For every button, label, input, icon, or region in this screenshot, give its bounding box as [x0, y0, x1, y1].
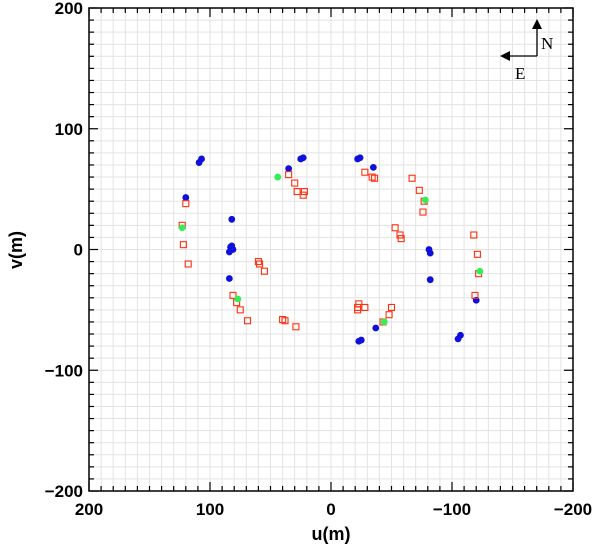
compass-east-arrowhead-icon — [500, 51, 510, 61]
x-tick-label: 0 — [326, 500, 335, 519]
data-point-square — [291, 179, 299, 187]
data-point-circle — [454, 335, 462, 343]
data-point-square — [281, 317, 289, 325]
compass-north-arrowhead-icon — [532, 19, 542, 29]
data-point-circle — [285, 165, 293, 172]
data-point-square — [256, 260, 264, 268]
data-markers — [178, 154, 484, 345]
y-tick-label: 100 — [55, 120, 83, 139]
data-point-square — [361, 303, 369, 312]
data-point-square — [229, 291, 237, 299]
data-point-circle — [178, 224, 186, 232]
data-point-square — [385, 311, 393, 319]
data-point-square — [179, 241, 187, 249]
data-point-circle — [476, 267, 484, 275]
data-point-circle — [229, 246, 237, 253]
x-tick-label: −200 — [554, 500, 592, 519]
data-point-square — [293, 187, 301, 196]
data-point-square — [354, 306, 362, 314]
data-point-circle — [228, 215, 236, 223]
data-point-circle — [354, 155, 362, 163]
data-point-square — [396, 231, 404, 239]
data-point-circle — [234, 295, 242, 303]
data-point-circle — [182, 194, 190, 201]
data-point-square — [292, 323, 300, 331]
data-point-circle — [472, 296, 480, 304]
data-point-circle — [421, 196, 429, 204]
data-point-circle — [225, 275, 233, 282]
data-point-circle — [274, 173, 282, 181]
data-point-square — [279, 315, 287, 324]
data-point-square — [184, 260, 192, 268]
data-point-square — [285, 171, 293, 179]
data-point-square — [391, 224, 399, 232]
x-tick-label: −100 — [433, 500, 471, 519]
data-point-circle — [380, 318, 388, 326]
data-point-square — [368, 173, 376, 181]
data-point-square — [243, 317, 252, 325]
compass-east-label: E — [515, 64, 525, 83]
data-point-square — [260, 267, 269, 275]
x-axis-title: u(m) — [312, 524, 351, 544]
data-point-circle — [297, 155, 305, 163]
compass: N E — [500, 19, 553, 83]
x-tick-label: 200 — [75, 500, 103, 519]
data-point-circle — [369, 163, 377, 171]
y-tick-label: 0 — [74, 241, 83, 260]
axis-ticks — [88, 7, 574, 492]
data-point-square — [387, 303, 396, 312]
data-point-square — [470, 231, 478, 239]
compass-north-label: N — [541, 34, 553, 53]
data-point-square — [254, 258, 262, 266]
data-point-square — [361, 168, 369, 176]
data-point-circle — [355, 337, 363, 345]
grid-lines — [89, 8, 573, 491]
data-point-circle — [425, 246, 433, 253]
x-tick-label: 100 — [196, 500, 224, 519]
data-point-square — [300, 187, 308, 196]
y-tick-label: −200 — [45, 482, 83, 501]
data-point-circle — [426, 276, 434, 284]
data-point-square — [415, 186, 423, 194]
data-point-circle — [372, 324, 380, 332]
tick-labels: 200 100 0 −100 −200 −200 −100 0 100 200 — [45, 0, 592, 519]
data-point-square — [236, 306, 244, 314]
data-point-square — [182, 200, 190, 208]
data-point-square — [408, 174, 416, 182]
data-point-square — [299, 191, 307, 199]
y-tick-label: −100 — [45, 361, 83, 380]
data-point-square — [397, 235, 405, 243]
data-point-square — [419, 208, 427, 216]
y-axis-title: v(m) — [6, 231, 26, 269]
data-point-square — [473, 250, 481, 258]
y-tick-label: 200 — [55, 0, 83, 18]
data-point-circle — [195, 159, 203, 166]
data-point-square — [471, 291, 479, 299]
data-point-square — [371, 174, 379, 182]
